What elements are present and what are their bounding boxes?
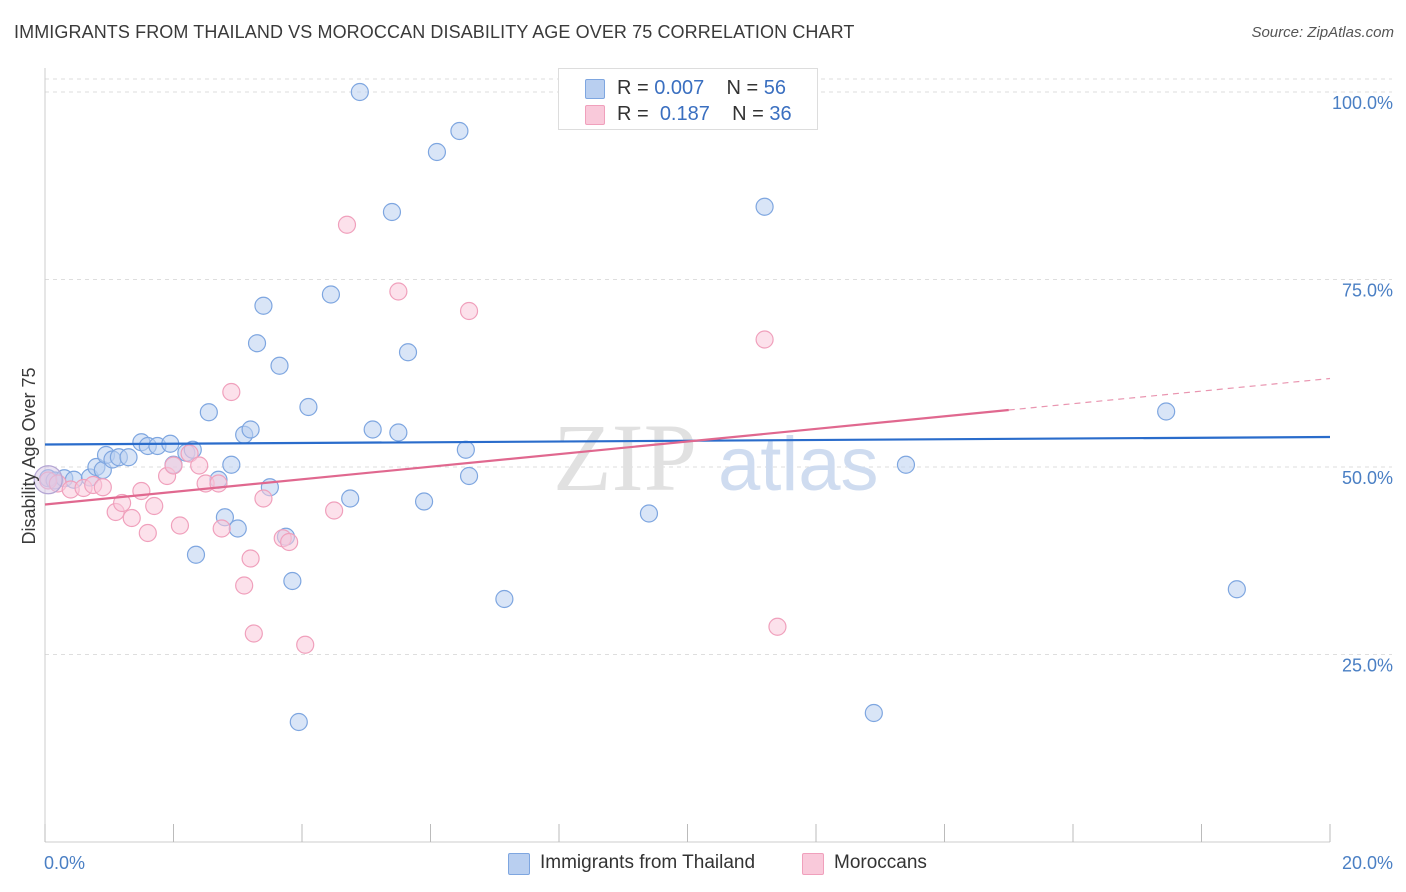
moroccans-point bbox=[212, 519, 231, 538]
x-tick-label-max: 20.0% bbox=[1342, 853, 1393, 873]
r-value: 0.187 bbox=[659, 103, 710, 125]
thailand-point bbox=[363, 420, 382, 439]
y-axis-label: Disability Age Over 75 bbox=[19, 367, 39, 544]
moroccans-point bbox=[755, 330, 774, 349]
thailand-point bbox=[456, 440, 475, 459]
moroccans-point bbox=[244, 624, 263, 643]
n-value: 56 bbox=[763, 77, 787, 99]
moroccans-point bbox=[235, 576, 254, 595]
watermark-zip: ZIP bbox=[553, 404, 697, 511]
r-label: R = bbox=[617, 77, 649, 99]
legend-label-thailand: Immigrants from Thailand bbox=[540, 852, 756, 873]
moroccans-point bbox=[190, 456, 209, 475]
moroccans-point bbox=[93, 478, 112, 497]
moroccans-stats: R = 0.187 N = 36 bbox=[617, 103, 792, 126]
series-legend: Immigrants from Thailand Moroccans bbox=[0, 852, 1406, 876]
x-tick-label-min: 0.0% bbox=[44, 853, 85, 873]
thailand-point bbox=[199, 403, 218, 422]
trend-line-moroccans bbox=[44, 408, 1009, 506]
n-label: N = bbox=[726, 77, 759, 99]
trend-line-moroccans-extension bbox=[1008, 377, 1331, 411]
r-label: R = bbox=[617, 103, 649, 125]
thailand-point bbox=[289, 712, 308, 732]
thailand-point bbox=[382, 202, 402, 222]
thailand-point bbox=[398, 343, 418, 362]
y-tick-label: 75.0% bbox=[1342, 281, 1393, 301]
thailand-point bbox=[389, 423, 408, 442]
thailand-point bbox=[1227, 580, 1246, 599]
thailand-point bbox=[1157, 402, 1176, 421]
moroccans-point bbox=[254, 489, 273, 508]
chart-source: Source: ZipAtlas.com bbox=[1251, 24, 1394, 41]
moroccans-point bbox=[389, 282, 408, 301]
moroccans-point bbox=[296, 635, 315, 654]
thailand-point bbox=[119, 448, 138, 467]
r-value: 0.007 bbox=[654, 77, 705, 99]
thailand-point bbox=[270, 356, 289, 375]
overlap-point bbox=[33, 465, 63, 495]
thailand-point bbox=[228, 519, 247, 538]
thailand-point bbox=[495, 589, 514, 609]
thailand-point bbox=[299, 397, 318, 417]
tick-labels: 25.0% 50.0% 75.0% 100.0% 0.0% 20.0% bbox=[44, 93, 1393, 873]
moroccans-point bbox=[280, 532, 299, 552]
thailand-point bbox=[247, 334, 267, 353]
moroccans-point bbox=[325, 501, 344, 520]
thailand-point bbox=[896, 455, 916, 474]
thailand-point bbox=[414, 492, 434, 511]
watermark-atlas: atlas bbox=[718, 422, 879, 507]
stats-legend: R = 0.007 N = 56 R = 0.187 N = 36 bbox=[558, 68, 818, 130]
moroccans-point bbox=[337, 215, 357, 234]
thailand-point bbox=[427, 142, 447, 162]
thailand-point bbox=[864, 703, 883, 723]
thailand-point bbox=[254, 296, 273, 315]
moroccans-point bbox=[132, 481, 151, 501]
thailand-point bbox=[283, 571, 302, 591]
moroccans-point bbox=[138, 523, 157, 543]
moroccans-point bbox=[112, 493, 132, 513]
thailand-point bbox=[459, 466, 479, 486]
moroccans-point bbox=[122, 508, 141, 528]
n-value: 36 bbox=[769, 103, 792, 125]
moroccans-point bbox=[222, 382, 241, 402]
thailand-point bbox=[350, 82, 369, 102]
thailand-point bbox=[450, 121, 469, 141]
y-tick-label: 100.0% bbox=[1332, 93, 1393, 113]
scatter-points bbox=[33, 82, 1246, 732]
moroccans-point bbox=[768, 617, 787, 636]
thailand-swatch bbox=[585, 79, 605, 99]
thailand-point bbox=[755, 197, 774, 216]
moroccans-swatch bbox=[585, 105, 605, 125]
thailand-point bbox=[639, 504, 659, 523]
moroccans-point bbox=[180, 444, 199, 463]
thailand-point bbox=[341, 489, 360, 508]
axes bbox=[44, 68, 1331, 843]
thailand-point bbox=[186, 545, 206, 564]
y-tick-label: 25.0% bbox=[1342, 656, 1393, 676]
moroccans-point bbox=[209, 474, 228, 493]
thailand-point bbox=[241, 420, 260, 439]
moroccans-point bbox=[170, 516, 190, 535]
watermark: ZIP atlas bbox=[553, 404, 879, 511]
n-label: N = bbox=[732, 103, 764, 125]
moroccans-point bbox=[241, 549, 260, 568]
moroccans-point bbox=[164, 456, 183, 475]
trend-lines bbox=[44, 377, 1331, 506]
moroccans-point bbox=[145, 496, 164, 516]
thailand-stats: R = 0.007 N = 56 bbox=[617, 77, 786, 100]
thailand-point bbox=[222, 455, 241, 474]
thailand-point bbox=[321, 285, 341, 304]
legend-swatch-moroccans bbox=[802, 853, 824, 875]
legend-swatch-thailand bbox=[508, 853, 530, 875]
moroccans-point bbox=[459, 301, 479, 321]
y-tick-label: 50.0% bbox=[1342, 468, 1393, 488]
legend-label-moroccans: Moroccans bbox=[834, 852, 927, 873]
chart-title: IMMIGRANTS FROM THAILAND VS MOROCCAN DIS… bbox=[14, 22, 855, 42]
series-moroccans-points bbox=[39, 215, 787, 654]
grid-lines bbox=[45, 78, 1392, 655]
